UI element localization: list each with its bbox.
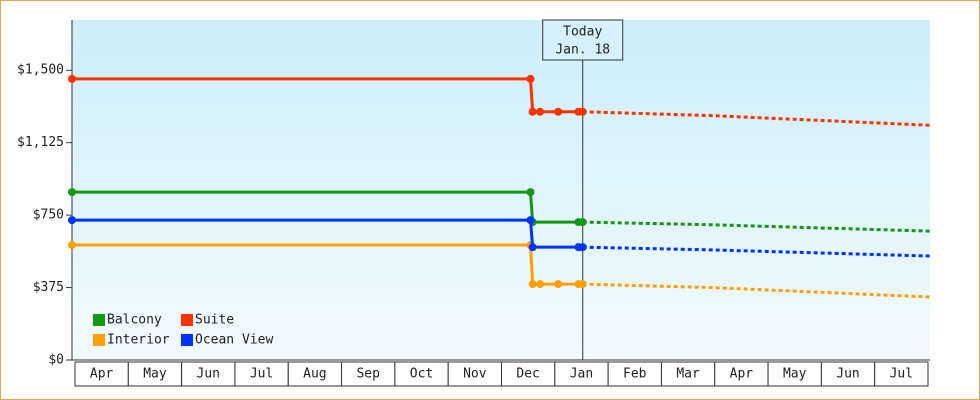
point — [528, 107, 537, 116]
y-tick-label: $1,500 — [17, 63, 64, 78]
point — [68, 241, 76, 250]
legend-label: Suite — [195, 313, 234, 328]
x-tick-label: Nov — [463, 367, 487, 382]
legend-swatch — [181, 314, 193, 326]
point — [578, 243, 587, 252]
month-box — [181, 361, 236, 387]
x-tick-label: Feb — [623, 367, 647, 382]
point — [528, 280, 537, 289]
month-box — [234, 361, 289, 387]
x-tick-label: May — [143, 367, 167, 382]
point — [68, 74, 76, 83]
legend-label: Interior — [107, 333, 170, 348]
x-tick-label: Oct — [410, 367, 433, 382]
x-tick-label: May — [783, 367, 807, 382]
month-box — [554, 361, 609, 387]
legend-label: Ocean View — [195, 333, 273, 348]
x-tick-label: Aug — [303, 367, 326, 382]
point — [554, 280, 563, 289]
today-label: Jan. 18 — [555, 43, 610, 58]
point — [68, 216, 76, 225]
y-tick-label: $375 — [33, 280, 64, 295]
legend-swatch — [181, 334, 193, 346]
x-tick-label: Jun — [836, 367, 859, 382]
point — [536, 107, 545, 116]
month-box — [820, 361, 876, 387]
legend-label: Balcony — [107, 313, 162, 328]
y-tick-label: $750 — [33, 208, 64, 223]
point — [526, 216, 535, 225]
point — [68, 188, 76, 197]
x-tick-label: Apr — [90, 367, 114, 382]
point — [526, 188, 535, 197]
point — [526, 74, 535, 83]
y-tick-label: $0 — [48, 353, 64, 368]
month-box — [714, 361, 769, 387]
legend-swatch — [93, 334, 105, 346]
point — [578, 107, 587, 116]
forecast-line — [582, 110, 931, 127]
x-tick-label: Apr — [730, 367, 754, 382]
point — [536, 280, 545, 289]
point — [578, 280, 587, 289]
x-tick-label: Jul — [890, 367, 913, 382]
x-tick-label: Jul — [250, 367, 273, 382]
month-box — [287, 361, 343, 387]
today-label: Today — [563, 25, 602, 40]
x-tick-label: Dec — [516, 367, 539, 382]
month-box — [447, 361, 502, 387]
today-box — [542, 19, 624, 61]
legend-swatch — [93, 314, 105, 326]
forecast-line — [582, 245, 931, 258]
x-tick-label: Sep — [356, 367, 380, 382]
month-box — [74, 361, 129, 387]
point — [528, 243, 537, 252]
point — [554, 107, 563, 116]
x-tick-label: Mar — [676, 367, 700, 382]
month-box — [660, 361, 716, 387]
forecast-line — [582, 220, 931, 233]
x-tick-label: Jun — [197, 367, 220, 382]
point — [578, 218, 587, 227]
month-box — [874, 361, 929, 387]
x-tick-label: Jan — [570, 367, 593, 382]
y-tick-label: $1,125 — [17, 135, 64, 150]
forecast-line — [582, 282, 931, 299]
plot-area — [72, 20, 930, 360]
month-box — [127, 361, 183, 387]
